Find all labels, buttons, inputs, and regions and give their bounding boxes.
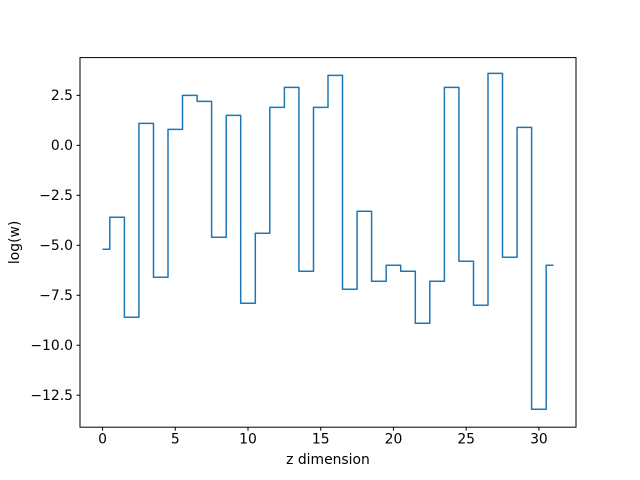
x-tick-label: 15 [312,432,330,448]
axes-spines [79,57,577,428]
y-tick-label: −12.5 [30,388,73,404]
x-tick-label: 0 [98,432,107,448]
x-tick-label: 10 [239,432,257,448]
y-tick-label: −10.0 [30,338,73,354]
plot-area: 0 5 10 15 20 25 30 2.5 0.0 −2.5 −5.0 −7.5 −10.0 −12.5 [30,57,577,448]
y-tick-label: −7.5 [39,288,73,304]
x-tick-label: 20 [385,432,403,448]
x-tick-label: 30 [530,432,548,448]
step-line-series [102,72,554,410]
x-axis-label: z dimension [286,452,370,468]
y-tick-label: 2.5 [51,88,73,104]
y-tick-label: 0.0 [51,138,73,154]
y-axis-label: log(w) [7,221,23,264]
x-tick-label: 5 [171,432,180,448]
y-tick-label: −5.0 [39,238,73,254]
y-tick-label: −2.5 [39,188,73,204]
x-tick-label: 25 [457,432,475,448]
